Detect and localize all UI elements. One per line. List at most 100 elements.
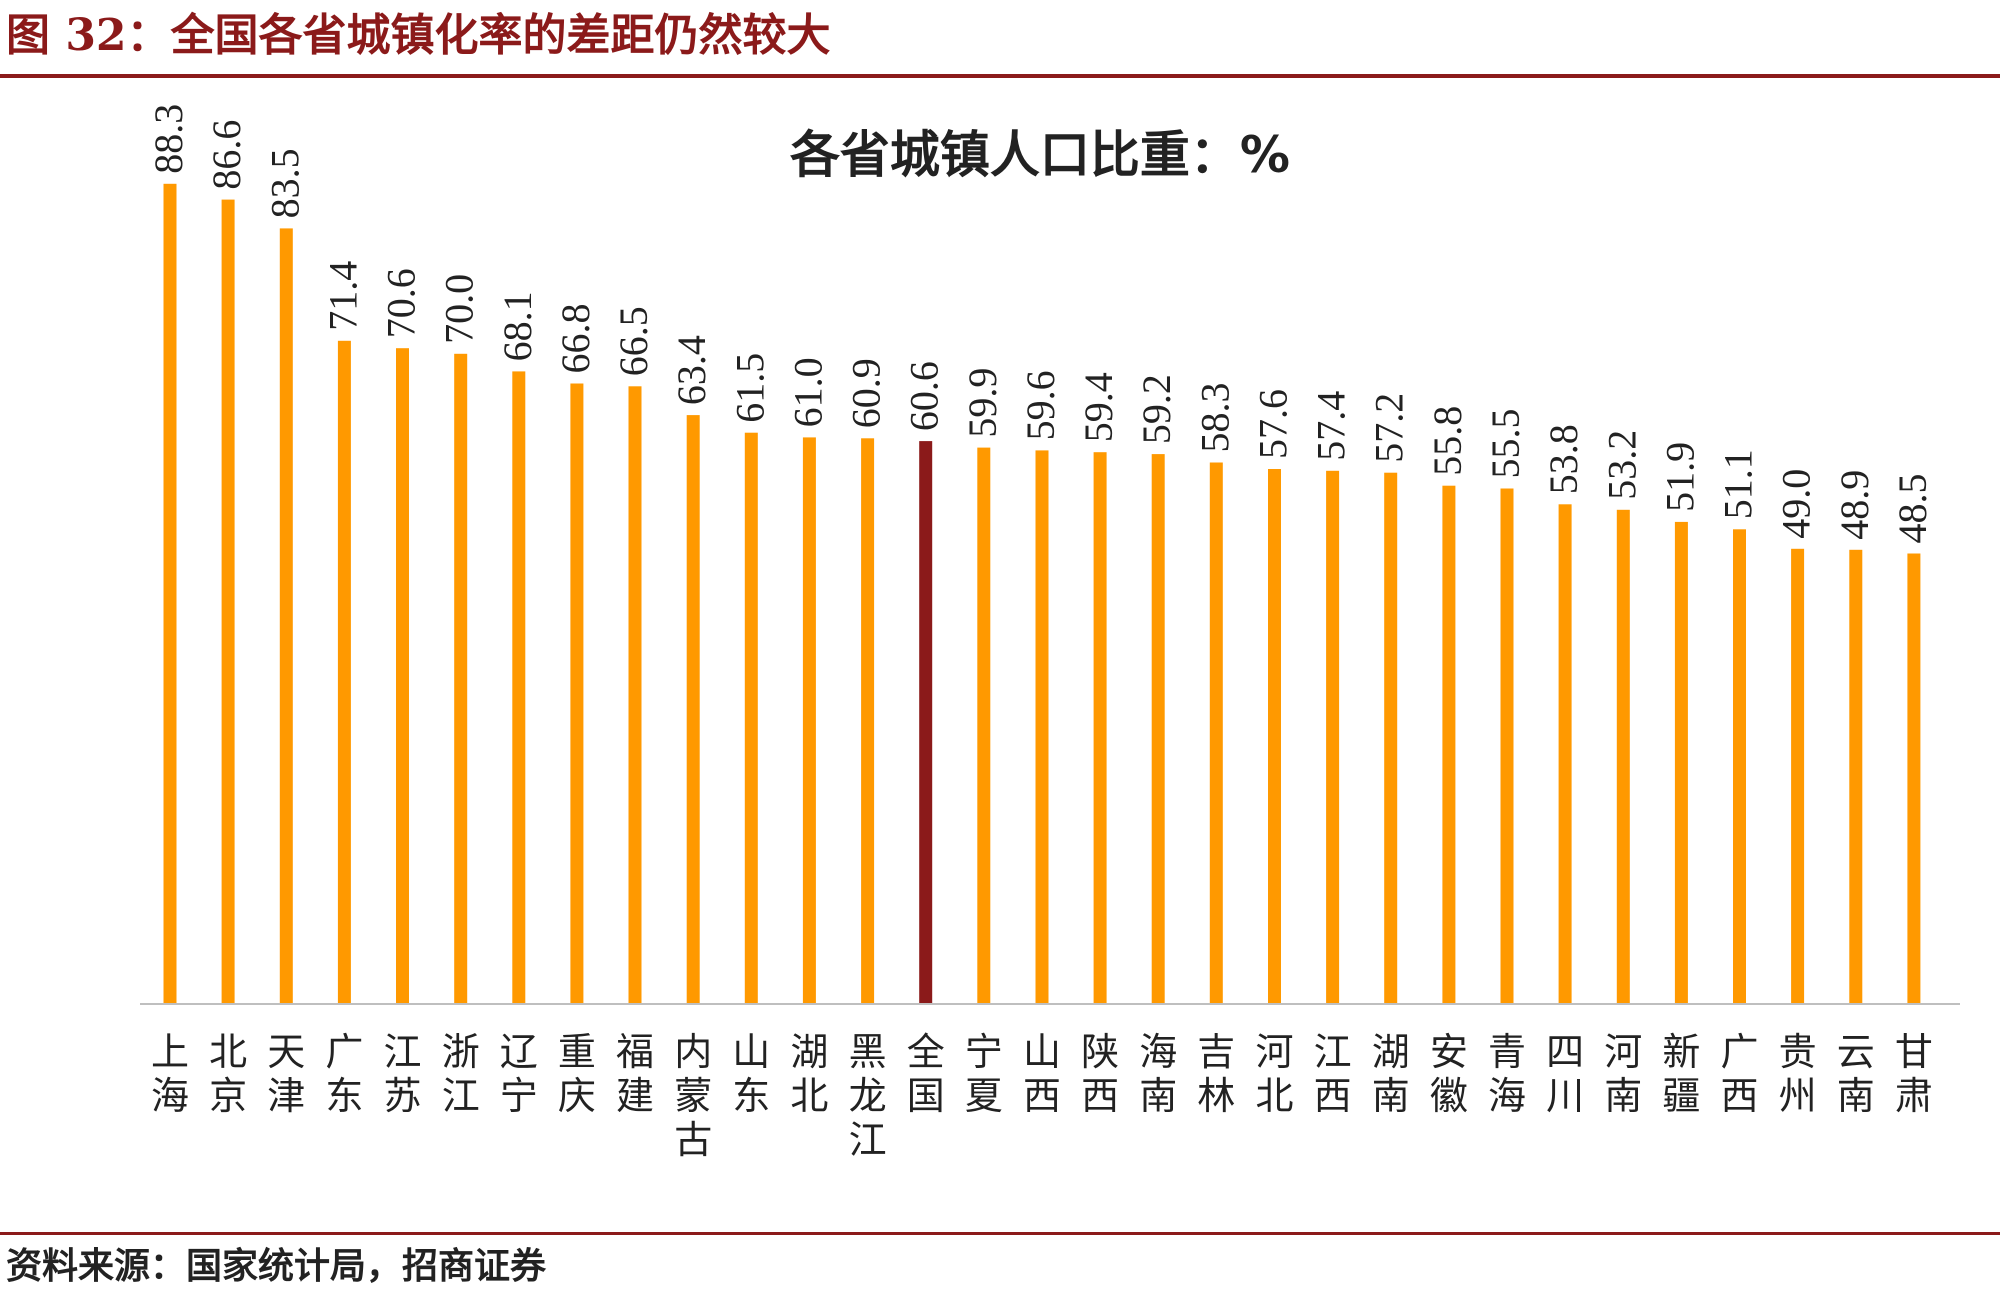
category-label-28: 贵州 [1779, 1030, 1817, 1118]
bar-19 [1268, 469, 1281, 1004]
category-label-30: 甘肃 [1895, 1030, 1933, 1118]
category-label-1: 北京 [209, 1030, 247, 1118]
source-note: 资料来源：国家统计局，招商证券 [6, 1245, 547, 1287]
value-labels-group: 88.3 86.6 83.5 71.4 70.6 70.0 68.1 66.8 66.5 63.4… [146, 104, 1935, 544]
chart-title: 各省城镇人口比重：% [790, 126, 1290, 184]
bar-25 [1616, 509, 1630, 1004]
bar-chart: 各省城镇人口比重：% 88.3 86.6 83.5 71.4 70.6 70.0 68.1 6… [140, 104, 1960, 1162]
bar-4 [396, 348, 409, 1004]
value-label-18: 58.3 [1192, 383, 1237, 453]
value-label-3: 71.4 [320, 261, 365, 331]
value-label-24: 53.8 [1541, 424, 1586, 494]
category-label-4: 江苏 [383, 1030, 421, 1118]
bar-9 [686, 415, 700, 1005]
bar-13 [919, 441, 933, 1005]
bar-15 [1035, 450, 1049, 1004]
value-label-17: 59.2 [1134, 374, 1179, 444]
category-label-16: 陕西 [1081, 1030, 1119, 1118]
bar-26 [1674, 521, 1688, 1004]
category-label-5: 浙江 [442, 1030, 480, 1118]
value-label-8: 66.5 [611, 306, 656, 376]
value-label-29: 48.9 [1832, 470, 1877, 540]
category-label-18: 吉林 [1197, 1030, 1235, 1118]
value-label-15: 59.6 [1018, 370, 1063, 440]
figure-title: 图 32：全国各省城镇化率的差距仍然较大 [6, 10, 831, 61]
bar-2 [279, 228, 293, 1004]
category-label-21: 湖南 [1372, 1030, 1410, 1118]
bar-12 [861, 438, 875, 1004]
bar-17 [1151, 454, 1165, 1005]
bar-6 [512, 371, 526, 1004]
category-label-2: 天津 [267, 1030, 305, 1118]
bar-21 [1384, 472, 1398, 1004]
value-label-19: 57.6 [1251, 389, 1296, 459]
bar-10 [744, 432, 758, 1004]
value-label-11: 61.0 [785, 357, 830, 427]
category-label-23: 青海 [1488, 1030, 1526, 1118]
value-label-12: 60.9 [844, 358, 889, 428]
category-label-8: 福建 [616, 1030, 654, 1118]
value-label-28: 49.0 [1774, 469, 1819, 539]
value-label-22: 55.8 [1425, 406, 1470, 476]
value-label-14: 59.9 [960, 368, 1005, 438]
category-label-11: 湖北 [790, 1030, 828, 1118]
bar-5 [454, 353, 468, 1004]
value-label-30: 48.5 [1890, 474, 1935, 544]
value-label-21: 57.2 [1367, 393, 1412, 463]
bar-28 [1791, 548, 1805, 1004]
category-label-24: 四川 [1546, 1030, 1584, 1118]
category-label-25: 河南 [1604, 1030, 1642, 1118]
value-label-5: 70.0 [437, 274, 482, 344]
value-label-4: 70.6 [379, 268, 424, 338]
value-label-7: 66.8 [553, 304, 598, 374]
bar-23 [1500, 488, 1514, 1004]
value-label-27: 51.1 [1716, 449, 1761, 519]
category-label-9: 内蒙古 [674, 1030, 712, 1162]
bar-27 [1733, 529, 1746, 1004]
category-label-15: 山西 [1023, 1030, 1061, 1118]
category-label-0: 上海 [151, 1030, 189, 1118]
value-label-10: 61.5 [727, 353, 772, 423]
bar-3 [337, 340, 351, 1004]
bar-20 [1326, 470, 1340, 1004]
bar-7 [570, 383, 584, 1004]
value-label-23: 55.5 [1483, 409, 1528, 479]
category-label-29: 云南 [1837, 1030, 1875, 1118]
value-label-16: 59.4 [1076, 372, 1121, 442]
value-label-13: 60.6 [902, 361, 947, 431]
category-label-10: 山东 [732, 1030, 770, 1118]
value-label-20: 57.4 [1309, 391, 1354, 461]
bar-1 [221, 199, 235, 1005]
bar-0 [163, 183, 177, 1005]
bar-11 [802, 437, 816, 1004]
category-label-14: 宁夏 [965, 1030, 1003, 1118]
bar-24 [1558, 504, 1572, 1004]
category-label-13: 全国 [907, 1030, 945, 1118]
bar-18 [1209, 462, 1223, 1004]
value-label-1: 86.6 [204, 120, 249, 190]
bar-29 [1849, 549, 1863, 1004]
value-label-2: 83.5 [262, 148, 307, 218]
category-label-26: 新疆 [1662, 1030, 1700, 1118]
category-label-12: 黑龙江 [849, 1030, 887, 1162]
value-label-26: 51.9 [1657, 442, 1702, 512]
bar-30 [1907, 553, 1921, 1004]
category-label-27: 广西 [1720, 1030, 1758, 1118]
bar-14 [977, 447, 991, 1005]
value-label-25: 53.2 [1599, 430, 1644, 500]
category-label-22: 安徽 [1430, 1030, 1468, 1118]
title-divider [0, 74, 2000, 78]
category-label-3: 广东 [325, 1030, 363, 1118]
value-label-0: 88.3 [146, 104, 191, 174]
bars-group [163, 183, 1921, 1005]
footer-divider [0, 1232, 2000, 1235]
bar-22 [1442, 485, 1456, 1004]
category-label-6: 辽宁 [500, 1030, 538, 1118]
value-label-9: 63.4 [669, 335, 714, 405]
value-label-6: 68.1 [495, 291, 540, 361]
bar-8 [628, 386, 642, 1004]
category-label-7: 重庆 [558, 1030, 596, 1118]
category-labels-group: 上海北京天津广东江苏浙江辽宁重庆福建内蒙古山东湖北黑龙江全国宁夏山西陕西海南吉林… [151, 1030, 1933, 1162]
bar-16 [1093, 452, 1107, 1004]
category-label-20: 江西 [1314, 1030, 1352, 1118]
